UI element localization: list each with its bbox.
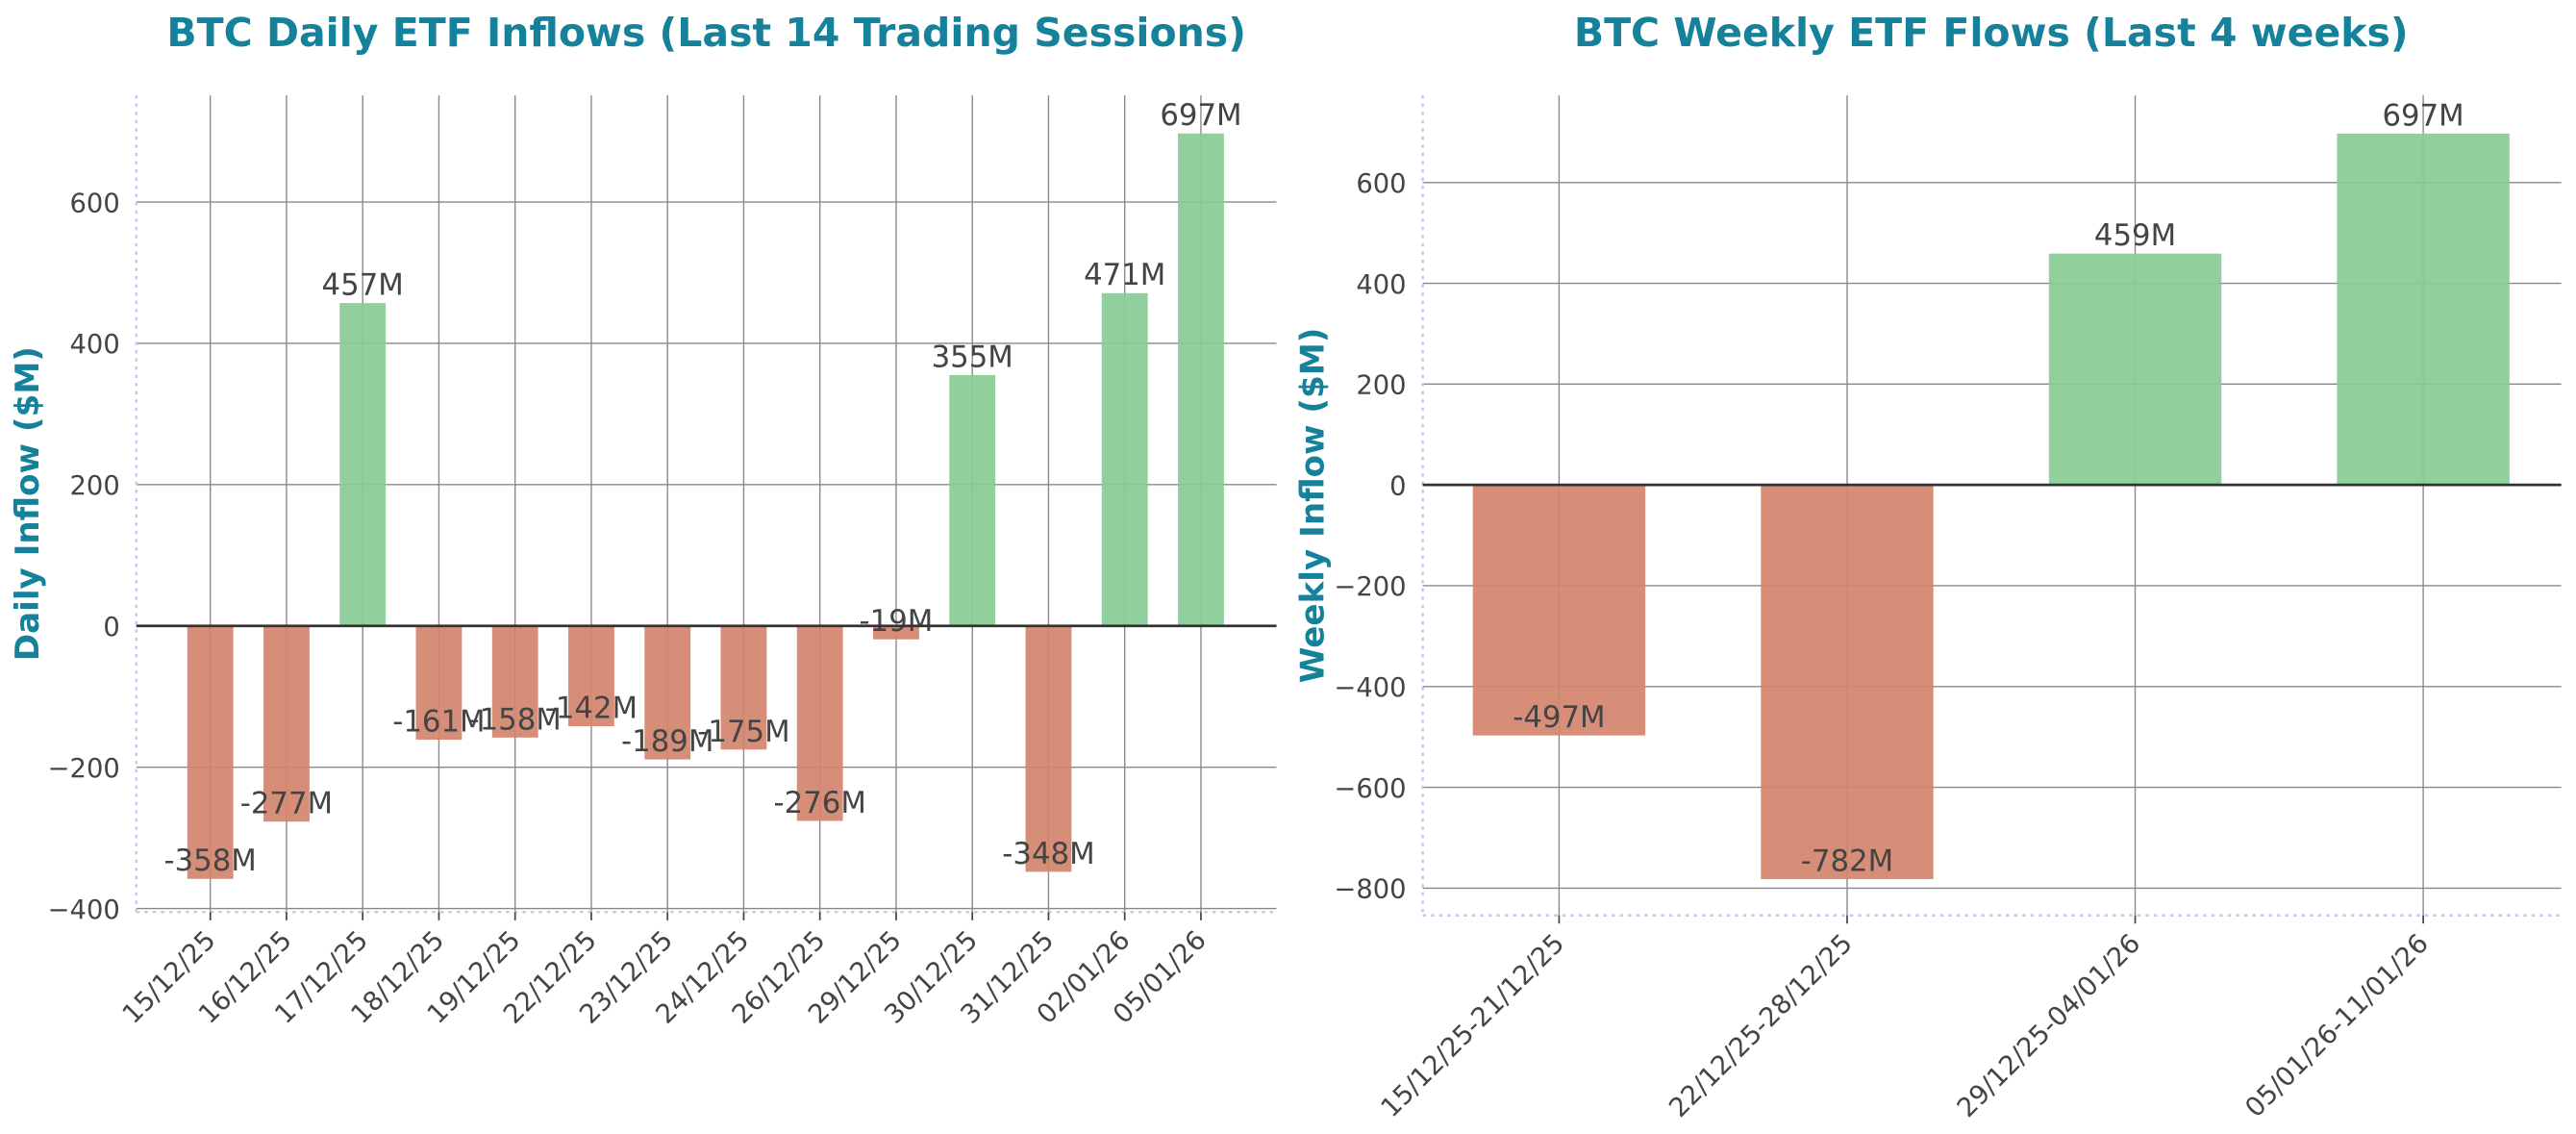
bar <box>720 625 767 750</box>
bar <box>1178 133 1224 626</box>
y-tick-label: −200 <box>1334 572 1406 602</box>
y-axis-label: Weekly Inflow ($M) <box>1293 328 1332 684</box>
value-label: 457M <box>322 268 404 303</box>
bar <box>1472 485 1646 736</box>
x-tick-label: 22/12/25-28/12/25 <box>1663 928 1858 1122</box>
y-tick-label: 200 <box>70 471 120 501</box>
chart-title: BTC Weekly ETF Flows (Last 4 weeks) <box>1574 10 2409 56</box>
value-label: 697M <box>2382 98 2463 133</box>
value-label: -277M <box>240 787 333 821</box>
bar <box>187 625 234 879</box>
y-tick-label: 400 <box>70 330 120 360</box>
bar <box>2337 133 2510 486</box>
x-tick-label: 29/12/25-04/01/26 <box>1952 928 2146 1122</box>
bar <box>1761 485 1934 879</box>
value-label: 355M <box>932 340 1013 374</box>
bar <box>568 625 614 727</box>
bar <box>796 625 843 821</box>
value-label: -189M <box>621 724 713 759</box>
value-label: 459M <box>2094 218 2176 253</box>
value-label: -19M <box>860 604 934 639</box>
y-tick-label: −400 <box>1334 673 1406 703</box>
chart-title: BTC Daily ETF Inflows (Last 14 Trading S… <box>166 10 1246 56</box>
y-tick-label: 0 <box>103 613 119 643</box>
value-label: -158M <box>469 702 562 737</box>
y-tick-label: 200 <box>1356 371 1406 401</box>
y-tick-label: −200 <box>48 754 120 784</box>
bar <box>1025 625 1072 872</box>
x-tick-label: 15/12/25-21/12/25 <box>1376 928 1570 1122</box>
bar <box>949 374 996 626</box>
bar <box>2048 253 2222 486</box>
x-tick-label: 05/01/26-11/01/26 <box>2239 928 2434 1122</box>
value-label: -782M <box>1801 844 1893 878</box>
bar <box>491 625 538 738</box>
bar <box>339 303 387 626</box>
bar <box>644 625 691 760</box>
bar <box>873 625 919 640</box>
bar <box>1101 292 1148 626</box>
bar <box>415 625 463 741</box>
value-label: -175M <box>697 715 789 749</box>
y-tick-label: 0 <box>1389 471 1406 501</box>
value-label: -358M <box>164 844 257 878</box>
value-label: 471M <box>1084 258 1165 292</box>
value-label: 697M <box>1160 98 1241 133</box>
value-label: -161M <box>392 704 485 739</box>
y-tick-label: −800 <box>1334 875 1406 905</box>
value-label: -276M <box>774 786 866 820</box>
value-label: -142M <box>545 692 638 726</box>
y-tick-label: 600 <box>1356 169 1406 199</box>
y-tick-label: 400 <box>1356 270 1406 300</box>
value-label: -348M <box>1002 837 1094 871</box>
bar <box>263 625 310 822</box>
value-label: -497M <box>1513 700 1605 735</box>
y-tick-label: 600 <box>70 189 120 218</box>
y-axis-label: Daily Inflow ($M) <box>9 346 47 661</box>
y-tick-label: −600 <box>1334 774 1406 804</box>
y-tick-label: −400 <box>48 895 120 925</box>
